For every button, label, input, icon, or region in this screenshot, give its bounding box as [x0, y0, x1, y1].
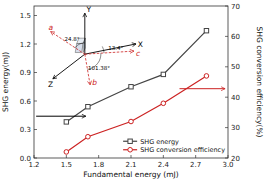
- point: [64, 150, 69, 155]
- x-tick: [131, 155, 132, 158]
- inset-label: c: [136, 49, 141, 58]
- y2-axis: 20 30 40 50 60 70: [225, 3, 240, 163]
- x-tick-label: 2.7: [190, 161, 201, 169]
- plot-frame: [34, 6, 228, 158]
- point: [129, 119, 134, 124]
- point: [129, 85, 133, 89]
- legend-label: SHG energy: [140, 138, 179, 146]
- point: [204, 74, 209, 79]
- crystal-axis: [53, 54, 85, 79]
- y-tick-label: 1.2: [20, 41, 31, 49]
- y-axis: 0.0 0.3 0.6 0.9 1.2 1.5: [20, 12, 37, 163]
- y-tick-label: 0.0: [20, 155, 31, 163]
- y2-tick-label: 40: [231, 94, 240, 102]
- y2-tick-label: 60: [231, 33, 240, 41]
- crystal-axis: [85, 51, 134, 54]
- x-tick: [195, 155, 196, 158]
- chart: 1.21.51.82.12.42.73.0Fundamental energy …: [0, 0, 265, 189]
- y2-tick: [225, 97, 228, 98]
- x-tick: [98, 155, 99, 158]
- y2-tick: [225, 6, 228, 7]
- x-tick-label: 1.8: [93, 161, 104, 169]
- data-area: [64, 29, 209, 155]
- point: [161, 101, 166, 106]
- x-tick-label: 1.5: [61, 161, 72, 169]
- y-tick-label: 0.3: [20, 126, 31, 134]
- legend: SHG energySHG conversion efficiency: [123, 138, 225, 155]
- legend-marker: [128, 139, 132, 143]
- inset-label: Y: [86, 5, 92, 14]
- angle-arc: [75, 43, 85, 48]
- y2-tick-label: 70: [231, 3, 240, 11]
- y-tick-label: 0.9: [20, 69, 31, 77]
- series-line: [66, 31, 206, 122]
- y-tick-label: 0.6: [20, 98, 32, 106]
- point: [161, 72, 165, 76]
- y2-tick-label: 20: [231, 155, 240, 163]
- x-tick: [66, 155, 67, 158]
- point: [64, 120, 68, 124]
- y2-axis-label: SHG conversion efficiency(%): [255, 27, 264, 138]
- axis-arrow: [180, 88, 226, 89]
- crystal-box: [75, 44, 83, 53]
- crystal-axis: [51, 32, 85, 55]
- x-tick-label: 2.1: [125, 161, 136, 169]
- x-tick: [228, 155, 229, 158]
- y-tick: [34, 129, 37, 130]
- x-tick-label: 2.4: [158, 161, 170, 169]
- y-tick: [34, 44, 37, 45]
- angle-label: 101.38°: [88, 65, 110, 71]
- y2-tick-label: 50: [231, 63, 240, 71]
- y2-tick: [225, 36, 228, 37]
- inset-label: X: [138, 40, 143, 49]
- legend-label: SHG conversion efficiency: [140, 146, 225, 154]
- series-line: [66, 76, 206, 152]
- y2-tick: [225, 158, 228, 159]
- angle-arc: [102, 46, 104, 53]
- y2-tick: [225, 66, 228, 67]
- axis-arrow: [36, 116, 86, 117]
- point: [204, 29, 208, 33]
- angle-label: 13.4°: [108, 45, 123, 51]
- x-axis-label: Fundamental energy (mJ): [83, 170, 178, 179]
- y-tick: [34, 158, 37, 159]
- x-tick: [34, 155, 35, 158]
- inset-label: b: [92, 78, 97, 87]
- inset-label: a: [49, 23, 54, 32]
- point: [86, 105, 90, 109]
- inset-label: Z: [48, 80, 53, 89]
- y2-tick-label: 30: [231, 124, 240, 132]
- y-tick: [34, 101, 37, 102]
- crystal-axis: [84, 13, 85, 54]
- angle-label: 24.8°: [65, 36, 80, 42]
- point: [86, 134, 91, 139]
- x-axis: 1.21.51.82.12.42.73.0: [28, 155, 233, 169]
- y2-tick: [225, 127, 228, 128]
- legend-marker: [128, 147, 133, 152]
- y-axis-label: SHG energy(mJ): [1, 52, 10, 112]
- y-tick-label: 1.5: [20, 12, 31, 20]
- y-tick: [34, 72, 37, 73]
- x-tick: [163, 155, 164, 158]
- crystal-axis: [85, 44, 136, 54]
- inset-diagram: Y X Za b c 24.8° 13.4° 101.38°: [48, 5, 143, 89]
- y-tick: [34, 15, 37, 16]
